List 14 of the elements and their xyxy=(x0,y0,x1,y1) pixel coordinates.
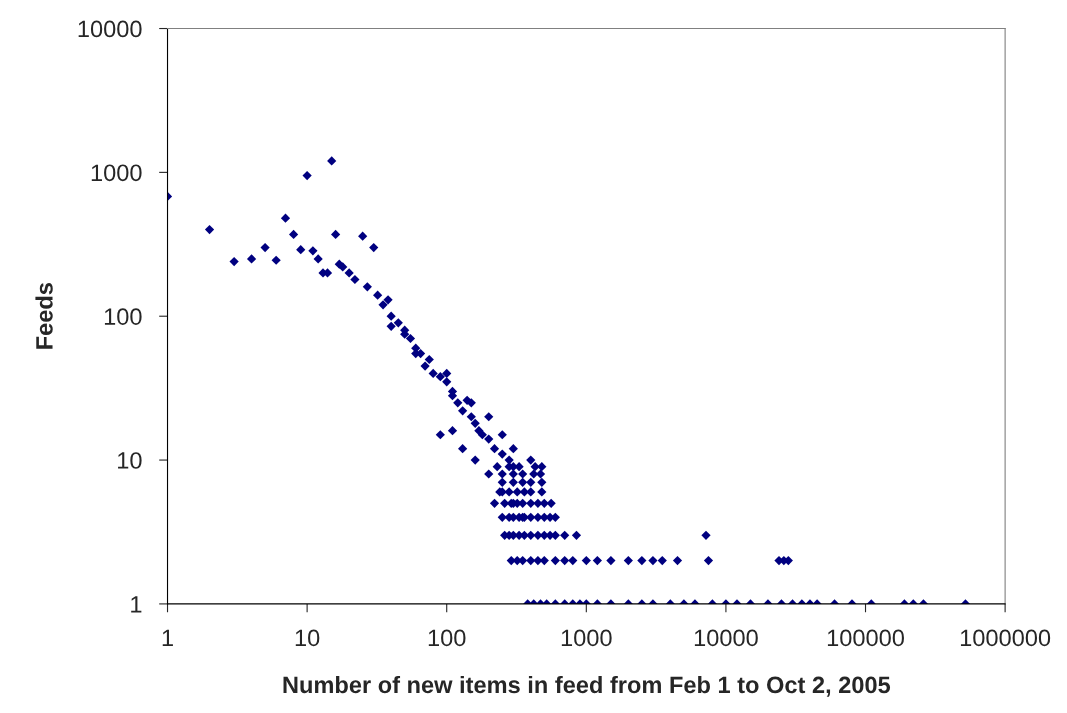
x-tick-label: 100 xyxy=(428,629,466,647)
y-axis-title: Feeds xyxy=(35,283,53,349)
y-tick-label: 1 xyxy=(131,596,142,613)
x-tick-label: 1 xyxy=(162,629,173,647)
y-tick-label: 100 xyxy=(104,308,142,325)
x-tick-label: 10000 xyxy=(694,629,758,647)
y-tick-label: 1000 xyxy=(91,164,142,182)
x-axis-title: Number of new items in feed from Feb 1 to Oct 2, 2005 xyxy=(283,675,891,697)
x-tick-label: 1000000 xyxy=(960,629,1051,647)
x-tick-label: 100000 xyxy=(827,629,904,647)
x-tick-label: 10 xyxy=(295,629,320,647)
y-tick-label: 10 xyxy=(118,452,142,469)
y-tick-label: 10000 xyxy=(78,20,142,38)
x-tick-label: 1000 xyxy=(561,629,612,647)
